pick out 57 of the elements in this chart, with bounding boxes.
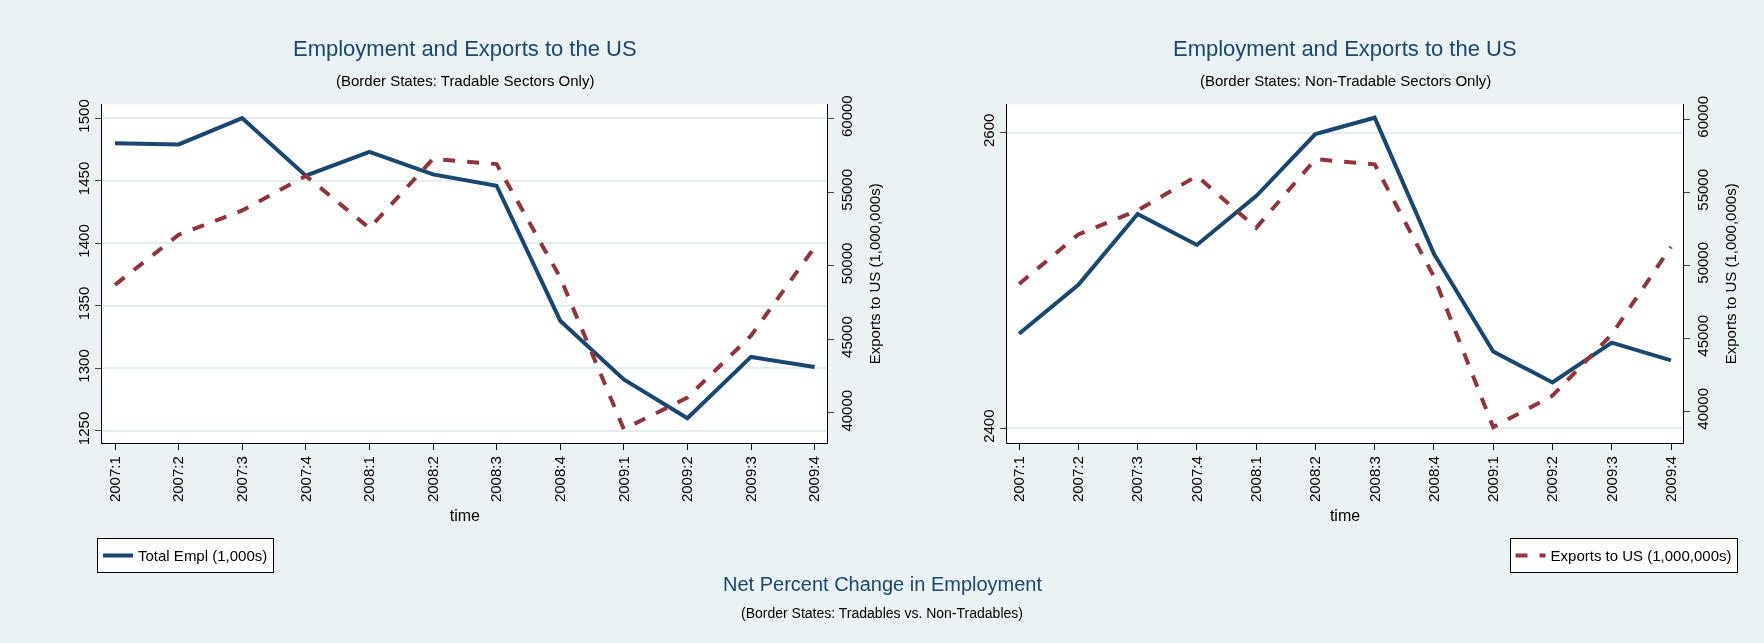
x-tick-label: 2009:3 xyxy=(741,456,759,503)
y2-tick-label: 50000 xyxy=(838,242,856,285)
x-tick-label: 2007:4 xyxy=(296,456,314,503)
y-tick-label: 1250 xyxy=(75,411,93,446)
x-tick-label: 2009:1 xyxy=(614,456,632,503)
line-series xyxy=(1017,115,1673,385)
y-tick-label: 2600 xyxy=(980,113,998,147)
x-tick-label: 2007:1 xyxy=(105,456,123,503)
x-tick-label: 2007:4 xyxy=(1187,456,1205,503)
x-tick-label: 2008:4 xyxy=(1424,456,1442,503)
x-tick-label: 2009:4 xyxy=(1661,456,1679,503)
x-tick-label: 2007:3 xyxy=(1128,456,1146,503)
x-tick-label: 2008:1 xyxy=(1247,456,1265,503)
line-series xyxy=(113,116,817,421)
text: Net Percent Change in Employment xyxy=(723,573,1043,595)
y2-tick-label: 55000 xyxy=(1693,168,1711,211)
y-tick-label: 1450 xyxy=(75,161,93,196)
chart-subtitle: (Border States: Non-Tradable Sectors Only) xyxy=(1200,72,1492,89)
y-tick-label: 1400 xyxy=(75,224,93,258)
x-axis-title: time xyxy=(1329,506,1361,524)
chart-subtitle: (Border States: Tradable Sectors Only) xyxy=(336,72,595,89)
x-tick-label: 2008:1 xyxy=(360,456,378,503)
x-tick-label: 2007:1 xyxy=(1009,456,1027,503)
y-tick-label: 1350 xyxy=(75,286,93,321)
y2-tick-label: 45000 xyxy=(1693,314,1711,357)
text: (Border States: Tradables vs. Non-Tradables) xyxy=(741,605,1023,621)
y2-axis-title: Exports to US (1,000,000s) xyxy=(1721,183,1739,365)
y2-tick-label: 55000 xyxy=(838,168,856,211)
x-tick-label: 2009:2 xyxy=(1543,456,1561,503)
x-tick-label: 2008:4 xyxy=(551,456,569,503)
y2-tick-label: 60000 xyxy=(838,95,856,138)
x-tick-label: 2009:3 xyxy=(1602,456,1620,503)
x-tick-label: 2008:2 xyxy=(423,456,441,503)
legend-label: Total Empl (1,000s) xyxy=(138,547,268,565)
y2-axis-title: Exports to US (1,000,000s) xyxy=(866,183,884,365)
y2-tick-label: 45000 xyxy=(838,316,856,358)
x-axis-title: time xyxy=(449,506,481,524)
legend-label: Exports to US (1,000,000s) xyxy=(1550,547,1732,565)
y2-tick-label: 40000 xyxy=(838,389,856,432)
x-tick-label: 2009:2 xyxy=(678,456,696,503)
y-tick-label: 1500 xyxy=(75,99,93,133)
y2-tick-label: 50000 xyxy=(1693,241,1711,284)
x-tick-label: 2009:4 xyxy=(805,456,823,503)
chart-title: Employment and Exports to the US xyxy=(293,36,637,61)
x-tick-label: 2008:3 xyxy=(487,456,505,503)
x-tick-label: 2007:2 xyxy=(1069,456,1087,503)
x-tick-label: 2007:3 xyxy=(233,456,251,503)
y-tick-label: 1300 xyxy=(75,349,93,383)
y-tick-label: 2400 xyxy=(980,409,998,443)
x-tick-label: 2007:2 xyxy=(169,456,187,503)
x-tick-label: 2008:3 xyxy=(1365,456,1383,503)
y2-tick-label: 40000 xyxy=(1693,387,1711,430)
y2-tick-label: 60000 xyxy=(1693,95,1711,138)
line-series xyxy=(1017,157,1673,430)
x-tick-label: 2009:1 xyxy=(1484,456,1502,503)
x-tick-label: 2008:2 xyxy=(1306,456,1324,503)
chart-title: Employment and Exports to the US xyxy=(1173,36,1517,61)
